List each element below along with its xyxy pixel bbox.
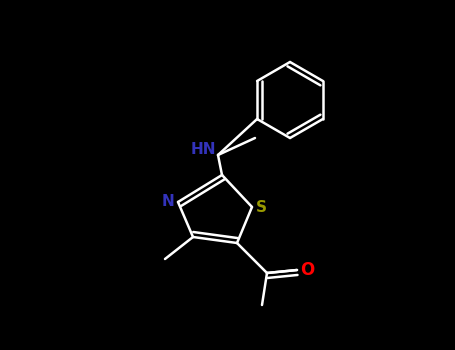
Text: HN: HN	[191, 142, 216, 157]
Text: N: N	[161, 195, 174, 210]
Text: S: S	[256, 199, 267, 215]
Text: O: O	[300, 261, 314, 279]
